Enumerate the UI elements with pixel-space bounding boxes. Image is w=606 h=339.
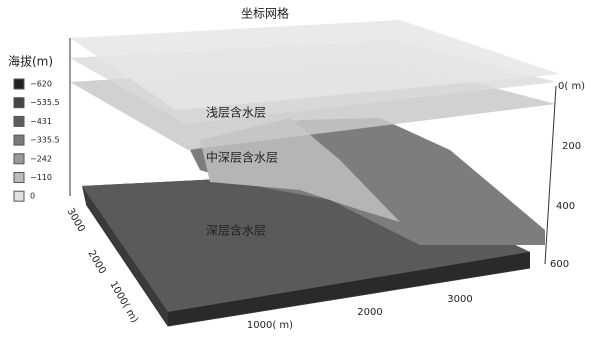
title: 坐标网格: [241, 6, 289, 21]
legend-label: −535.5: [30, 98, 60, 107]
legend-label: −335.5: [30, 136, 60, 145]
legend-swatch: [14, 191, 24, 201]
layer-label: 浅层含水层: [206, 105, 266, 120]
legend-label: −110: [30, 173, 52, 182]
x-tick: 2000: [357, 307, 382, 318]
depth-axis: [545, 86, 556, 264]
layer-label: 深层含水层: [206, 223, 266, 238]
y-tick: 1000( m): [107, 280, 140, 326]
legend-label: −620: [30, 80, 52, 89]
y-tick: 3000: [64, 206, 86, 234]
layer-label: 中深层含水层: [206, 150, 278, 165]
legend-title: 海拔(m): [8, 54, 53, 69]
legend-swatch: [14, 79, 24, 89]
y-tick: 2000: [85, 248, 107, 276]
legend-swatch: [14, 98, 24, 108]
legend-swatch: [14, 116, 24, 126]
legend-swatch: [14, 154, 24, 164]
depth-tick: 600: [550, 259, 569, 270]
scene: 坐标网格 海拔(m) −620 −535.5 −431 −335.5 −242 −110 0…: [0, 0, 606, 335]
legend-label: −242: [30, 154, 52, 163]
legend-label: 0: [30, 192, 35, 201]
x-tick: 1000( m): [247, 320, 293, 331]
legend: −620 −535.5 −431 −335.5 −242 −110 0: [14, 79, 60, 201]
depth-tick: 200: [562, 141, 581, 152]
depth-tick: 0( m): [558, 81, 585, 92]
x-tick: 3000: [447, 294, 472, 305]
depth-tick: 400: [556, 201, 575, 212]
legend-label: −431: [30, 117, 52, 126]
legend-swatch: [14, 173, 24, 183]
legend-swatch: [14, 135, 24, 145]
